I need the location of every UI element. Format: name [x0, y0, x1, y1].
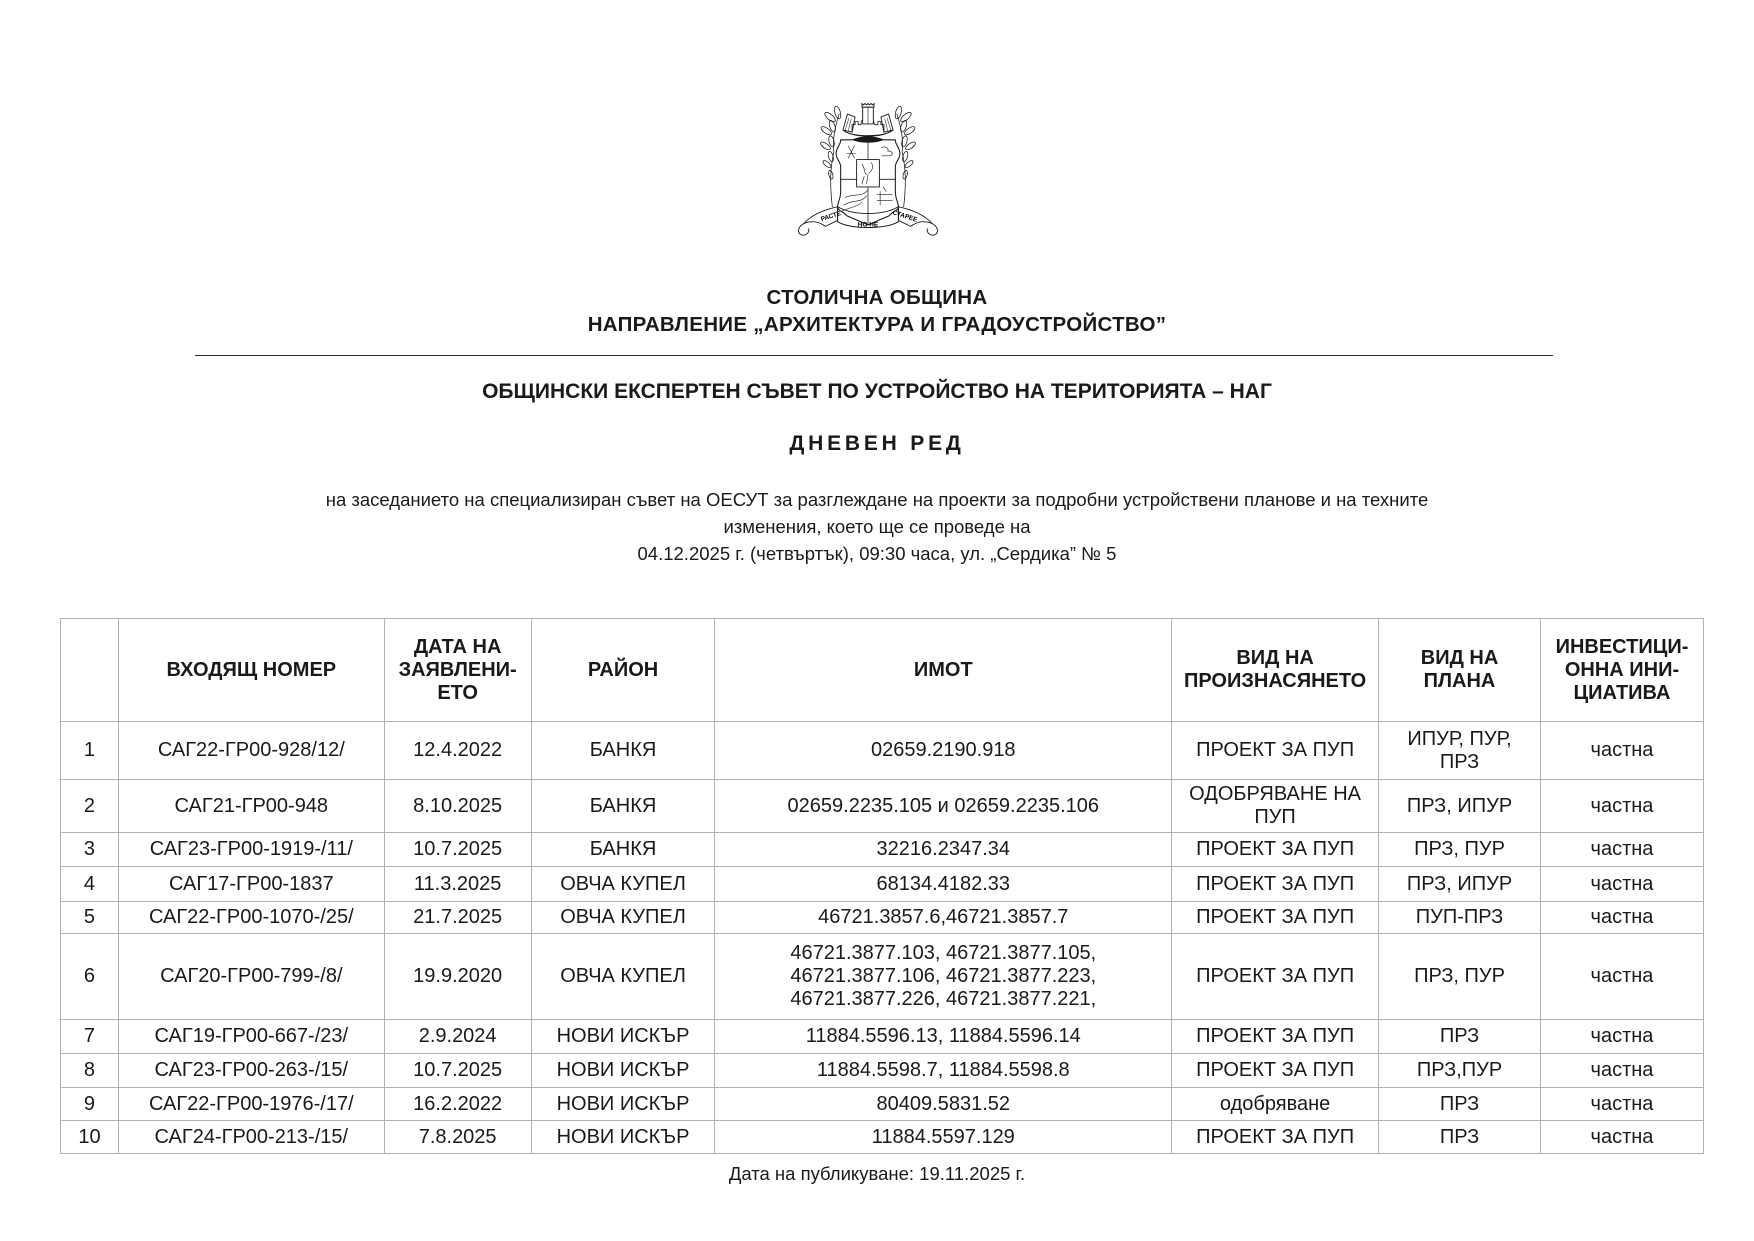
svg-text:НО НЕ: НО НЕ	[858, 221, 879, 228]
svg-text:РАСТЕ: РАСТЕ	[820, 210, 843, 223]
